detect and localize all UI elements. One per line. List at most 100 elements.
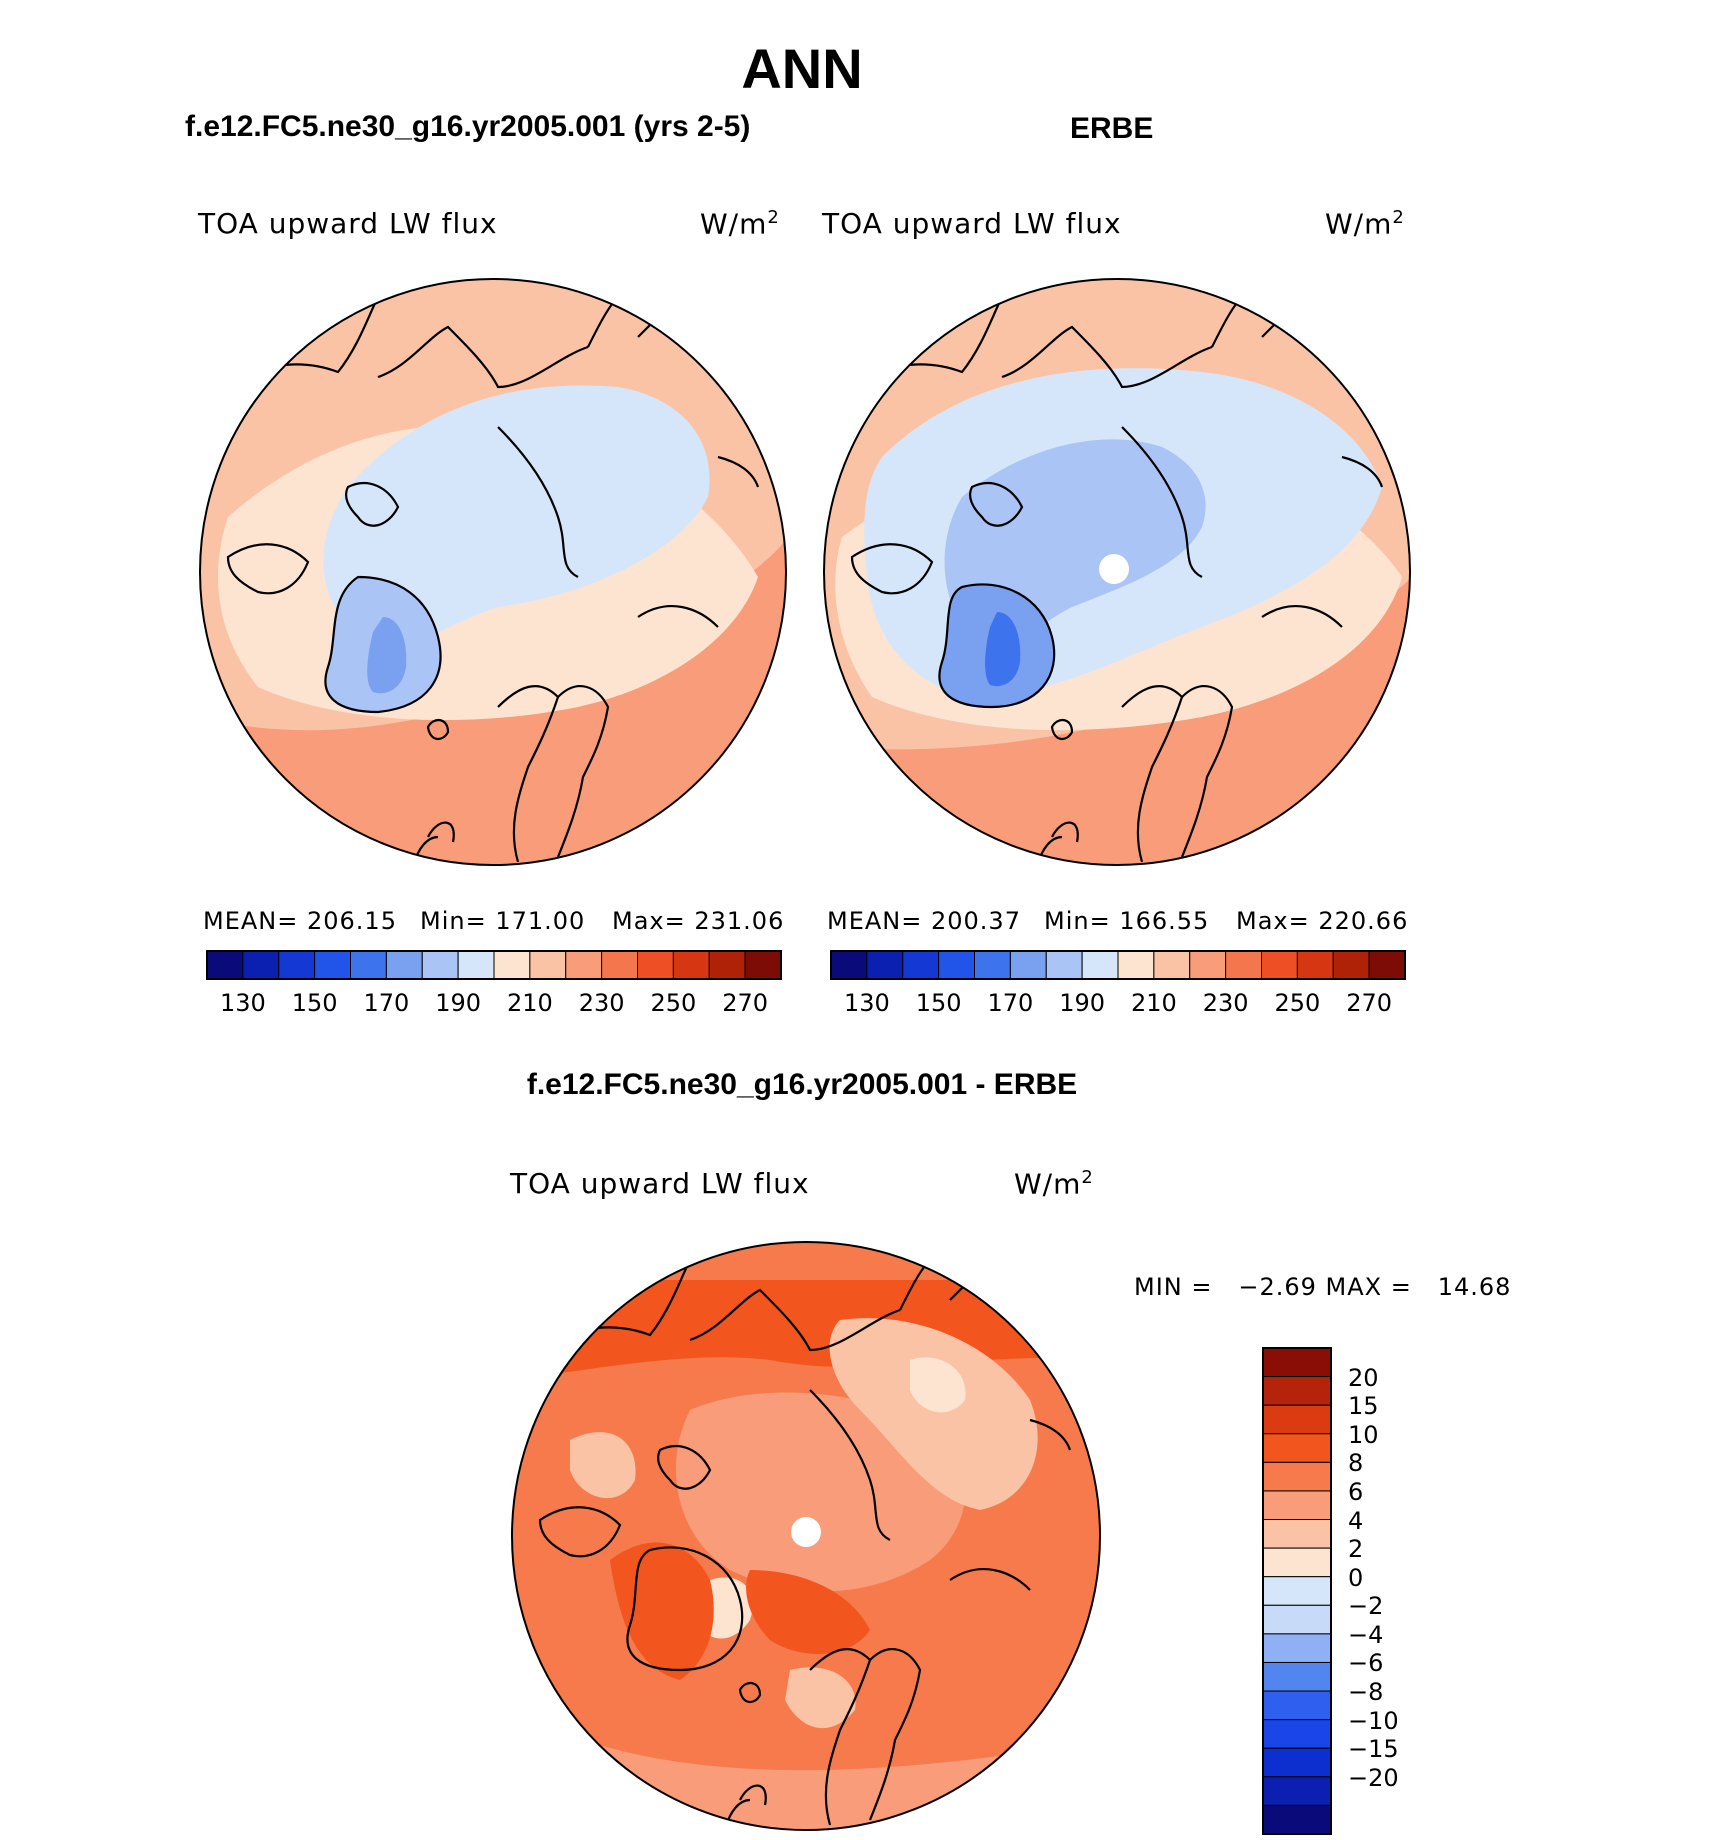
diff-polar-map [511, 1241, 1101, 1831]
right-colorbar-swatch [1332, 950, 1370, 980]
right-colorbar-swatch [830, 950, 868, 980]
right-colorbar-swatch [1117, 950, 1155, 980]
diff-colorbar-tick-label: 0 [1348, 1563, 1364, 1592]
left-coastlines [226, 296, 760, 865]
diff-colorbar-tick-label: −15 [1348, 1735, 1399, 1764]
diff-pole-hole [791, 1517, 821, 1547]
diff-dark-band-b [746, 1570, 870, 1654]
right-colorbar-tick-label: 150 [915, 989, 962, 1017]
diff-colorbar-tick-label: −10 [1348, 1706, 1399, 1735]
left-colorbar-swatch [421, 950, 459, 980]
left-colorbar [206, 950, 782, 980]
diff-minmax-value: MIN = −2.69 MAX = 14.68 [1134, 1273, 1512, 1301]
right-greenland-core [985, 612, 1021, 687]
left-colorbar-swatch [601, 950, 638, 980]
right-colorbar-tick-label: 270 [1346, 989, 1393, 1017]
diff-colorbar-tick-label: −20 [1348, 1763, 1399, 1792]
right-colorbar-swatch [1368, 950, 1406, 980]
diff-colorbar-swatch [1262, 1347, 1332, 1378]
left-colorbar-swatch [529, 950, 567, 980]
left-colorbar-tick-label: 130 [219, 989, 266, 1017]
left-colorbar-swatch [206, 950, 244, 980]
diff-colorbar-tick-label: 2 [1348, 1535, 1364, 1564]
right-polar-map [823, 278, 1411, 866]
left-greenland-core [367, 617, 407, 694]
left-colorbar-frame [206, 950, 782, 980]
diff-colorbar-swatch [1262, 1747, 1332, 1778]
diff-colorbar-swatch [1262, 1776, 1332, 1806]
left-min-value: Min= 171.00 [420, 907, 586, 935]
diff-colorbar-tick-label: 8 [1348, 1449, 1364, 1478]
right-colorbar-tick-label: 210 [1130, 989, 1177, 1017]
diff-colorbar [1262, 1347, 1332, 1835]
diff-colorbar-tick-label: 20 [1348, 1363, 1379, 1392]
right-variable-label: TOA upward LW flux [822, 207, 1122, 240]
diff-units-label: W/m2 [1014, 1167, 1094, 1201]
right-colorbar [830, 950, 1406, 980]
diff-colorbar-swatch [1262, 1519, 1332, 1549]
season-title: ANN [741, 37, 863, 100]
left-colorbar-swatch [457, 950, 495, 980]
right-colorbar-swatch [938, 950, 975, 980]
right-colorbar-swatch [1189, 950, 1227, 980]
right-min-value: Min= 166.55 [1044, 907, 1210, 935]
left-polar-map [199, 278, 787, 866]
right-colorbar-swatch [1261, 950, 1298, 980]
diff-colorbar-swatch [1262, 1661, 1332, 1692]
left-colorbar-tick-label: 190 [435, 989, 482, 1017]
right-colorbar-swatch [902, 950, 940, 980]
left-colorbar-tick-label: 210 [506, 989, 553, 1017]
left-colorbar-swatch [493, 950, 531, 980]
diff-colorbar-tick-label: −6 [1348, 1649, 1384, 1678]
diff-colorbar-swatch [1262, 1690, 1332, 1721]
right-colorbar-labels: 130 150 170 190 210 230 250 270 [831, 989, 1405, 1019]
diff-colorbar-tick-label: 6 [1348, 1477, 1364, 1506]
diff-colorbar-tick-label: 15 [1348, 1392, 1379, 1421]
diff-panel-title: f.e12.FC5.ne30_g16.yr2005.001 - ERBE [526, 1068, 1078, 1101]
right-colorbar-frame [830, 950, 1406, 980]
diff-left-light [570, 1432, 636, 1499]
diff-variable-label: TOA upward LW flux [510, 1167, 810, 1200]
left-units-label: W/m2 [700, 207, 780, 241]
left-colorbar-swatch [565, 950, 603, 980]
right-colorbar-swatch [1009, 950, 1047, 980]
left-colorbar-swatch [242, 950, 280, 980]
diff-light-patch-a [910, 1357, 966, 1413]
right-units-label: W/m2 [1325, 207, 1405, 241]
right-colorbar-tick-label: 250 [1274, 989, 1321, 1017]
right-panel-title: ERBE [1070, 112, 1154, 145]
right-colorbar-swatch [1045, 950, 1083, 980]
left-colorbar-swatch [314, 950, 351, 980]
left-mean-value: MEAN= 206.15 [203, 907, 397, 935]
right-colorbar-tick-label: 190 [1059, 989, 1106, 1017]
right-map-border [823, 278, 1411, 866]
diff-colorbar-swatch [1262, 1404, 1332, 1435]
diff-light-patch-c [785, 1667, 856, 1729]
left-colorbar-tick-label: 230 [578, 989, 625, 1017]
left-map-border [199, 278, 787, 866]
left-cold-zone [323, 385, 710, 649]
diff-colorbar-swatch [1262, 1376, 1332, 1406]
left-colorbar-tick-label: 150 [291, 989, 338, 1017]
diff-colorbar-swatch [1262, 1433, 1332, 1463]
left-colorbar-swatch [672, 950, 710, 980]
diff-colorbar-swatch [1262, 1604, 1332, 1635]
diff-colorbar-swatch [1262, 1719, 1332, 1749]
diff-colorbar-frame [1262, 1347, 1332, 1835]
left-colorbar-labels: 130 150 170 190 210 230 250 270 [207, 989, 781, 1019]
diff-colorbar-tick-label: −2 [1348, 1592, 1384, 1621]
diff-map-border [511, 1241, 1101, 1831]
left-variable-label: TOA upward LW flux [198, 207, 498, 240]
diff-colorbar-swatch [1262, 1547, 1332, 1578]
diff-colorbar-labels: 20 15 10 8 6 4 2 0 −2 −4 −6 −8 −10 −15 −20 [1348, 1348, 1428, 1834]
left-colorbar-swatch [744, 950, 782, 980]
right-colorbar-tick-label: 230 [1202, 989, 1249, 1017]
left-colorbar-tick-label: 270 [722, 989, 769, 1017]
right-colorbar-swatch [1225, 950, 1262, 980]
right-pole-hole [1099, 554, 1129, 584]
diff-right-light [829, 1318, 1038, 1510]
right-warm-band [824, 577, 1410, 865]
left-colorbar-swatch [385, 950, 423, 980]
right-colorbar-tick-label: 130 [843, 989, 890, 1017]
right-colorbar-swatch [1296, 950, 1334, 980]
